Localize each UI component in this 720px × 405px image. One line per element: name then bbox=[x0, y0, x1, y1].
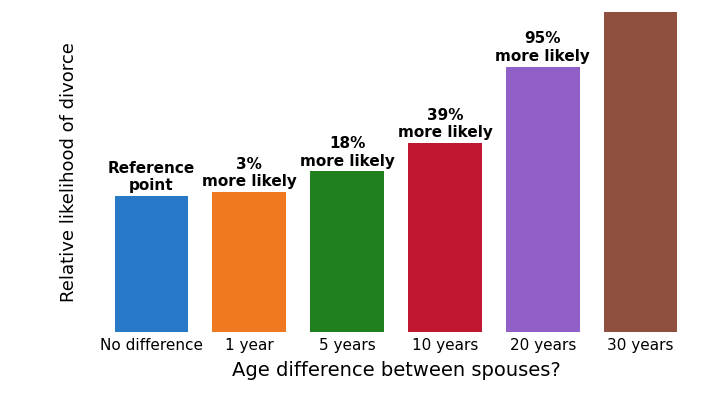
Bar bbox=[212, 192, 286, 332]
Bar bbox=[310, 171, 384, 332]
Text: 95%
more likely: 95% more likely bbox=[495, 32, 590, 64]
Text: 39%
more likely: 39% more likely bbox=[397, 108, 492, 140]
Text: 18%
more likely: 18% more likely bbox=[300, 136, 395, 169]
X-axis label: Age difference between spouses?: Age difference between spouses? bbox=[232, 361, 560, 380]
Text: 3%
more likely: 3% more likely bbox=[202, 157, 297, 189]
Bar bbox=[114, 196, 188, 332]
Bar bbox=[604, 0, 678, 332]
Bar bbox=[506, 66, 580, 332]
Y-axis label: Relative likelihood of divorce: Relative likelihood of divorce bbox=[60, 42, 78, 302]
Bar bbox=[408, 143, 482, 332]
Text: Reference
point: Reference point bbox=[107, 161, 195, 193]
